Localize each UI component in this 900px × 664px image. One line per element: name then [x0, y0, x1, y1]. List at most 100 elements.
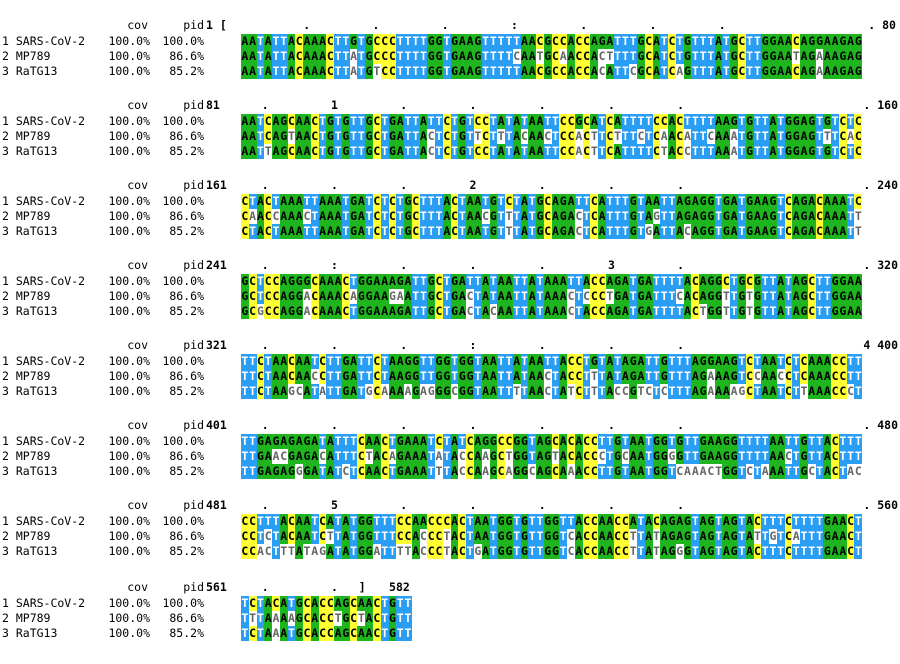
nucleotide: T	[380, 544, 389, 559]
nucleotide: T	[404, 144, 412, 159]
nucleotide: G	[241, 274, 249, 289]
nucleotide: C	[466, 464, 474, 479]
nucleotide: G	[341, 354, 350, 369]
nucleotide: T	[738, 114, 746, 129]
nucleotide: T	[776, 209, 785, 224]
nucleotide: C	[613, 514, 622, 529]
nucleotide: C	[411, 224, 420, 239]
nucleotide: T	[815, 464, 824, 479]
nucleotide: G	[295, 464, 304, 479]
nucleotide: C	[473, 144, 482, 159]
nucleotide: C	[419, 544, 428, 559]
nucleotide: T	[248, 224, 257, 239]
nucleotide: A	[831, 529, 839, 544]
nucleotide: C	[745, 369, 754, 384]
nucleotide: T	[528, 514, 537, 529]
nucleotide: T	[846, 369, 855, 384]
nucleotide: C	[272, 304, 280, 319]
nucleotide: A	[846, 49, 855, 64]
nucleotide: A	[574, 529, 583, 544]
nucleotide: T	[404, 596, 412, 611]
nucleotide: T	[792, 514, 801, 529]
nucleotide: T	[248, 384, 257, 399]
nucleotide: G	[823, 544, 832, 559]
nucleotide: T	[738, 144, 746, 159]
nucleotide: T	[675, 304, 684, 319]
nucleotide: A	[722, 354, 731, 369]
nucleotide: G	[838, 274, 847, 289]
nucleotide: C	[543, 194, 552, 209]
nucleotide: G	[341, 144, 350, 159]
nucleotide: T	[497, 209, 506, 224]
nucleotide: A	[295, 144, 304, 159]
nucleotide: A	[373, 434, 381, 449]
nucleotide: A	[450, 464, 459, 479]
nucleotide: A	[668, 144, 676, 159]
nucleotide: C	[567, 129, 575, 144]
nucleotide: C	[668, 49, 676, 64]
nucleotide: A	[613, 114, 622, 129]
nucleotide: T	[699, 114, 707, 129]
nucleotide: A	[644, 514, 653, 529]
nucleotide: A	[706, 384, 715, 399]
nucleotide: A	[396, 384, 405, 399]
nucleotide: A	[559, 274, 568, 289]
coverage-value: 100.0%	[108, 34, 150, 48]
nucleotide: G	[800, 194, 808, 209]
nucleotide: C	[318, 354, 327, 369]
nucleotide: A	[629, 464, 638, 479]
nucleotide: G	[295, 274, 304, 289]
nucleotide: A	[567, 49, 575, 64]
nucleotide: T	[520, 144, 529, 159]
nucleotide: T	[241, 464, 249, 479]
nucleotide: T	[442, 544, 451, 559]
nucleotide: A	[714, 384, 723, 399]
nucleotide: T	[745, 34, 754, 49]
nucleotide: T	[691, 34, 700, 49]
nucleotide: C	[598, 274, 606, 289]
nucleotide: G	[326, 144, 335, 159]
nucleotide: C	[691, 304, 700, 319]
nucleotide: G	[769, 64, 777, 79]
nucleotide: T	[256, 529, 265, 544]
nucleotide: T	[241, 434, 249, 449]
nucleotide: C	[598, 49, 606, 64]
nucleotide: T	[349, 129, 358, 144]
nucleotide: T	[644, 129, 653, 144]
nucleotide: T	[776, 114, 785, 129]
nucleotide: A	[807, 384, 816, 399]
nucleotide: C	[373, 384, 381, 399]
nucleotide: A	[241, 129, 249, 144]
nucleotide: T	[256, 144, 265, 159]
nucleotide: T	[241, 611, 249, 626]
nucleotide: C	[380, 434, 389, 449]
nucleotide: A	[310, 34, 319, 49]
nucleotide: T	[303, 194, 311, 209]
nucleotide: C	[590, 209, 599, 224]
nucleotide: G	[753, 304, 762, 319]
nucleotide: T	[427, 209, 436, 224]
nucleotide: G	[699, 369, 707, 384]
nucleotide: T	[334, 529, 342, 544]
nucleotide: G	[784, 129, 793, 144]
nucleotide: A	[404, 304, 412, 319]
nucleotide: G	[365, 514, 374, 529]
nucleotide: T	[365, 209, 374, 224]
nucleotide: T	[310, 354, 319, 369]
nucleotide: A	[411, 544, 420, 559]
nucleotide: A	[776, 64, 785, 79]
nucleotide: A	[598, 194, 606, 209]
block-end: 582	[389, 580, 410, 594]
nucleotide: T	[349, 529, 358, 544]
nucleotide: A	[846, 274, 855, 289]
nucleotide: A	[823, 434, 832, 449]
nucleotide: G	[272, 434, 280, 449]
nucleotide: A	[264, 596, 273, 611]
nucleotide: G	[388, 289, 397, 304]
nucleotide: A	[800, 114, 808, 129]
nucleotide: T	[427, 224, 436, 239]
coverage-value: 100.0%	[108, 194, 150, 208]
nucleotide: A	[450, 449, 459, 464]
nucleotide: G	[365, 34, 374, 49]
